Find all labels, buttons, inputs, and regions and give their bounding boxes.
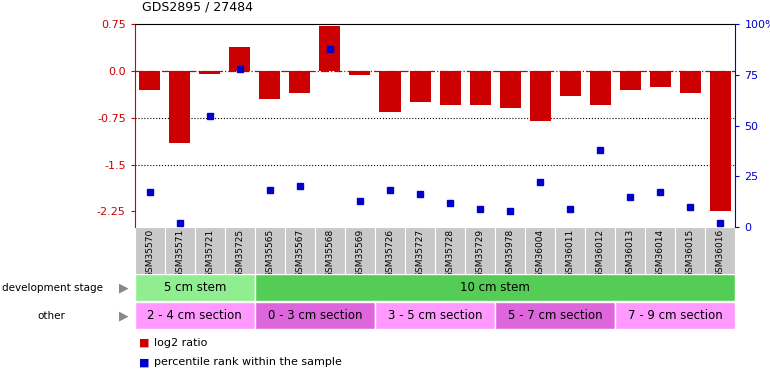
Text: 5 - 7 cm section: 5 - 7 cm section (508, 309, 602, 322)
Text: GSM35721: GSM35721 (206, 229, 214, 278)
FancyBboxPatch shape (645, 227, 675, 274)
Text: 10 cm stem: 10 cm stem (460, 281, 530, 294)
Text: log2 ratio: log2 ratio (154, 338, 207, 348)
FancyBboxPatch shape (465, 227, 495, 274)
FancyBboxPatch shape (255, 302, 375, 330)
FancyBboxPatch shape (585, 227, 615, 274)
Bar (710, 71, 731, 211)
Bar (259, 71, 280, 99)
Text: ■: ■ (139, 338, 149, 348)
Text: GSM35726: GSM35726 (386, 229, 394, 278)
Text: GDS2895 / 27484: GDS2895 / 27484 (142, 0, 253, 13)
Bar (169, 71, 190, 143)
FancyBboxPatch shape (255, 227, 285, 274)
Bar (500, 71, 521, 108)
Text: GSM35729: GSM35729 (476, 229, 484, 278)
Text: GSM36013: GSM36013 (626, 229, 634, 279)
Bar (410, 71, 430, 102)
Bar (680, 71, 701, 93)
Text: GSM35567: GSM35567 (296, 229, 304, 279)
Text: 0 - 3 cm section: 0 - 3 cm section (268, 309, 362, 322)
Bar (380, 71, 400, 112)
Text: GSM35727: GSM35727 (416, 229, 424, 278)
FancyBboxPatch shape (525, 227, 555, 274)
FancyBboxPatch shape (165, 227, 195, 274)
Text: 2 - 4 cm section: 2 - 4 cm section (147, 309, 243, 322)
Text: GSM36014: GSM36014 (656, 229, 665, 278)
Bar (229, 47, 250, 71)
Bar (620, 71, 641, 90)
FancyBboxPatch shape (345, 227, 375, 274)
Bar (320, 26, 340, 71)
Text: ■: ■ (139, 357, 149, 368)
Text: GSM36016: GSM36016 (716, 229, 725, 279)
Text: GSM36004: GSM36004 (536, 229, 544, 278)
FancyBboxPatch shape (285, 227, 315, 274)
FancyBboxPatch shape (555, 227, 585, 274)
FancyBboxPatch shape (195, 227, 225, 274)
Text: GSM35728: GSM35728 (446, 229, 454, 278)
Bar (560, 71, 581, 96)
Bar (650, 71, 671, 87)
FancyBboxPatch shape (495, 227, 525, 274)
FancyBboxPatch shape (315, 227, 345, 274)
Text: ▶: ▶ (119, 281, 129, 294)
Bar (199, 71, 220, 74)
FancyBboxPatch shape (615, 227, 645, 274)
Text: GSM35725: GSM35725 (236, 229, 244, 278)
FancyBboxPatch shape (225, 227, 255, 274)
Text: 7 - 9 cm section: 7 - 9 cm section (628, 309, 723, 322)
Text: other: other (37, 311, 65, 321)
Text: 3 - 5 cm section: 3 - 5 cm section (388, 309, 482, 322)
Text: GSM36011: GSM36011 (566, 229, 574, 279)
FancyBboxPatch shape (255, 274, 735, 302)
Text: 5 cm stem: 5 cm stem (163, 281, 226, 294)
Text: GSM35978: GSM35978 (506, 229, 514, 279)
FancyBboxPatch shape (135, 302, 255, 330)
Text: GSM35570: GSM35570 (146, 229, 154, 279)
FancyBboxPatch shape (375, 227, 405, 274)
Bar (590, 71, 611, 105)
Bar (350, 71, 370, 75)
FancyBboxPatch shape (375, 302, 495, 330)
Bar (440, 71, 460, 105)
FancyBboxPatch shape (135, 227, 165, 274)
FancyBboxPatch shape (675, 227, 705, 274)
Bar (530, 71, 551, 121)
FancyBboxPatch shape (495, 302, 615, 330)
Text: GSM35569: GSM35569 (356, 229, 364, 279)
Text: GSM35565: GSM35565 (266, 229, 274, 279)
Bar (470, 71, 490, 105)
Text: GSM36015: GSM36015 (686, 229, 695, 279)
Text: percentile rank within the sample: percentile rank within the sample (154, 357, 342, 368)
Text: GSM36012: GSM36012 (596, 229, 604, 278)
Text: development stage: development stage (2, 283, 102, 293)
FancyBboxPatch shape (705, 227, 735, 274)
FancyBboxPatch shape (405, 227, 435, 274)
Text: GSM35571: GSM35571 (176, 229, 184, 279)
Text: GSM35568: GSM35568 (326, 229, 334, 279)
Bar (139, 71, 160, 90)
Text: ▶: ▶ (119, 309, 129, 322)
FancyBboxPatch shape (435, 227, 465, 274)
FancyBboxPatch shape (615, 302, 735, 330)
Bar (290, 71, 310, 93)
FancyBboxPatch shape (135, 274, 255, 302)
